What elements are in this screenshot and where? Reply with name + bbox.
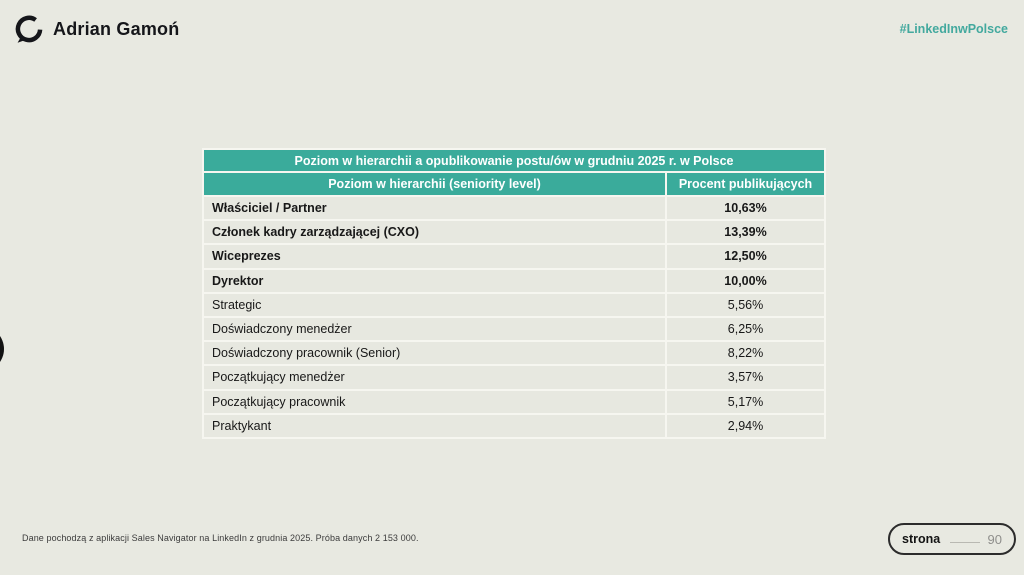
row-value: 13,39%	[667, 221, 824, 244]
brand-header: Adrian Gamoń	[14, 14, 179, 44]
row-label: Wiceprezes	[204, 245, 665, 268]
row-value: 2,94%	[667, 414, 824, 437]
table-row: Doświadczony menedżer 6,25%	[204, 317, 824, 341]
edge-circle-decoration	[0, 326, 4, 372]
row-label: Właściciel / Partner	[204, 197, 665, 220]
source-note: Dane pochodzą z aplikacji Sales Navigato…	[22, 533, 419, 543]
table-title: Poziom w hierarchii a opublikowanie post…	[204, 150, 824, 171]
table-body: Właściciel / Partner 10,63% Członek kadr…	[204, 197, 824, 437]
table-row: Doświadczony pracownik (Senior) 8,22%	[204, 342, 824, 365]
row-value: 8,22%	[667, 342, 824, 365]
table-row: Początkujący menedżer 3,57%	[204, 366, 824, 389]
row-value: 10,63%	[667, 197, 824, 220]
row-value: 6,25%	[667, 317, 824, 341]
column-header-seniority: Poziom w hierarchii (seniority level)	[204, 173, 665, 195]
row-value: 5,56%	[667, 293, 824, 316]
row-label: Doświadczony menedżer	[204, 317, 665, 341]
hashtag-label: #LinkedInwPolsce	[899, 22, 1008, 36]
table-row: Praktykant 2,94%	[204, 414, 824, 437]
row-value: 12,50%	[667, 245, 824, 268]
row-label: Doświadczony pracownik (Senior)	[204, 342, 665, 365]
row-label: Początkujący menedżer	[204, 366, 665, 389]
brand-name: Adrian Gamoń	[53, 18, 180, 39]
table-row: Strategic 5,56%	[204, 293, 824, 316]
row-value: 10,00%	[667, 269, 824, 292]
page-number: 90	[987, 531, 1002, 547]
table-row: Wiceprezes 12,50%	[204, 245, 824, 268]
row-label: Strategic	[204, 293, 665, 316]
speech-bubble-g-logo-icon	[14, 14, 44, 44]
table-row: Dyrektor 10,00%	[204, 269, 824, 292]
seniority-table: Poziom w hierarchii a opublikowanie post…	[202, 148, 826, 439]
row-label: Początkujący pracownik	[204, 390, 665, 413]
page-number-pill: strona 90	[888, 523, 1016, 555]
table-row: Właściciel / Partner 10,63%	[204, 197, 824, 220]
table-row: Członek kadry zarządzającej (CXO) 13,39%	[204, 221, 824, 244]
column-header-percent: Procent publikujących	[667, 173, 824, 195]
row-label: Dyrektor	[204, 269, 665, 292]
table-row: Początkujący pracownik 5,17%	[204, 390, 824, 413]
row-label: Praktykant	[204, 414, 665, 437]
row-value: 3,57%	[667, 366, 824, 389]
row-value: 5,17%	[667, 390, 824, 413]
row-label: Członek kadry zarządzającej (CXO)	[204, 221, 665, 244]
page-blank-line	[950, 541, 980, 543]
page-label: strona	[902, 532, 941, 546]
